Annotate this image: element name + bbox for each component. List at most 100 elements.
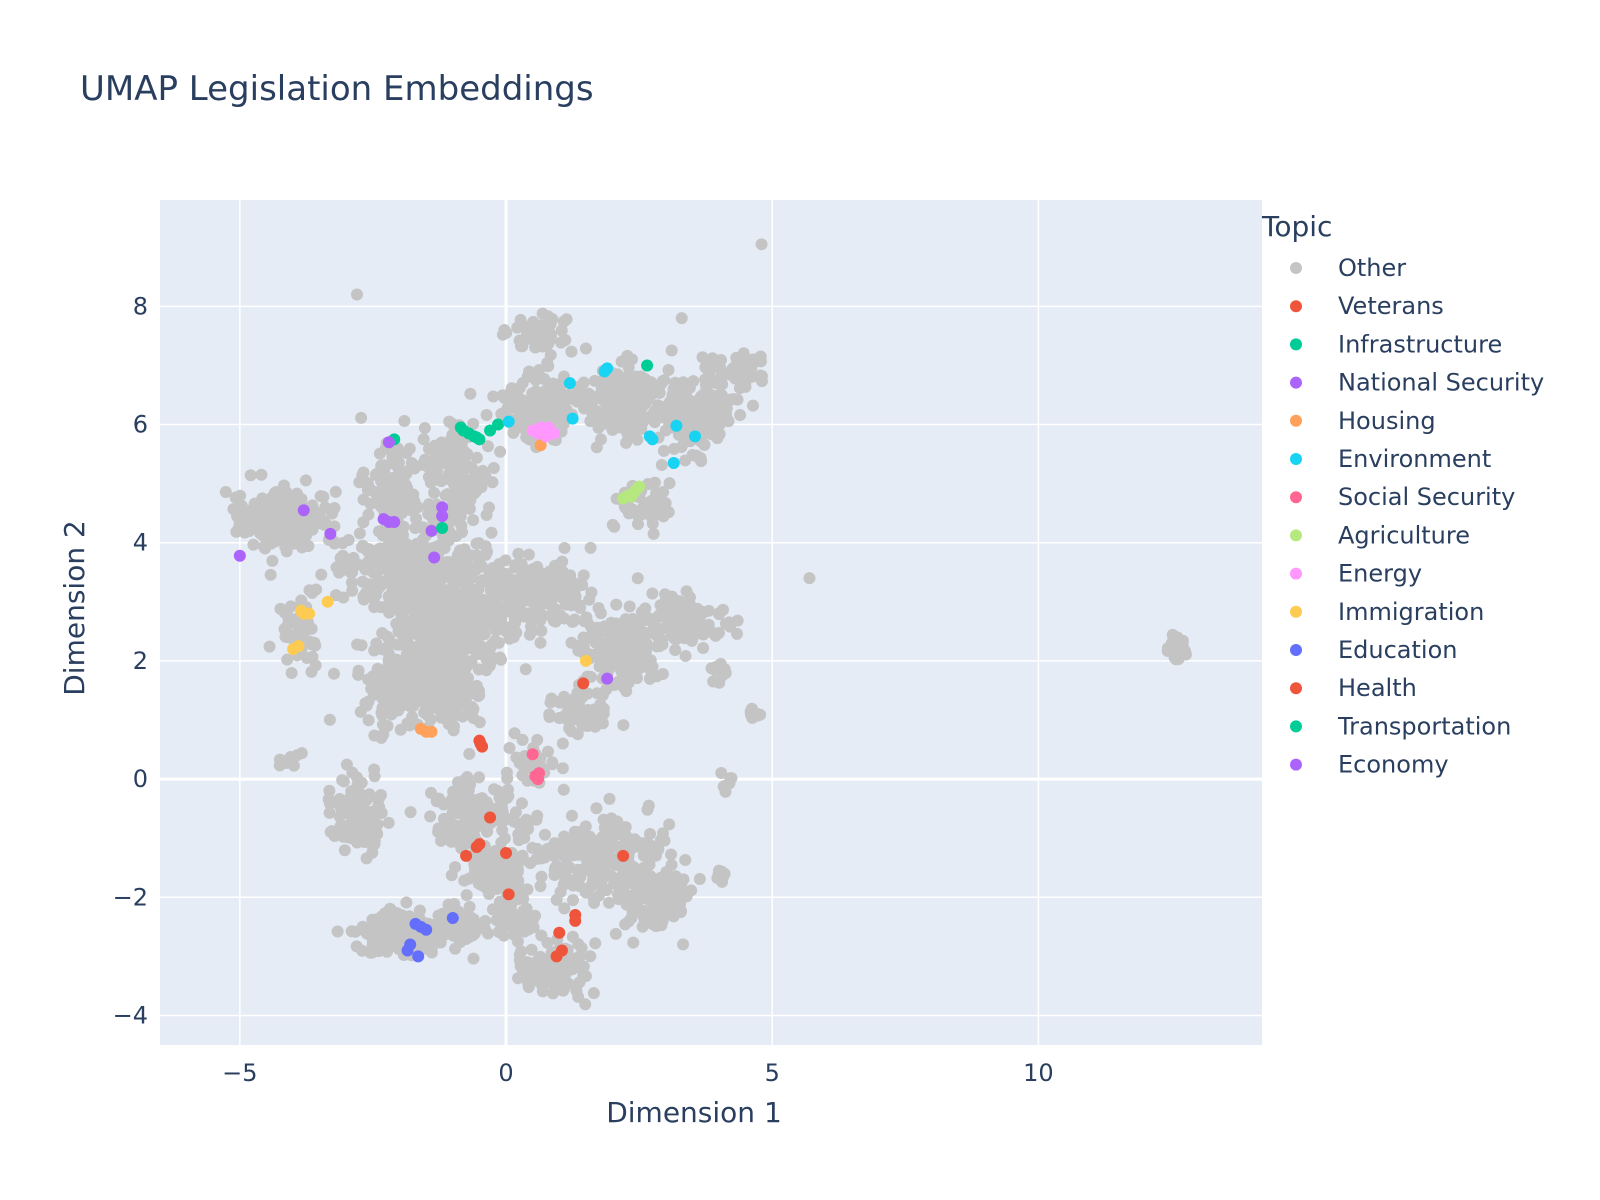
point-environment xyxy=(646,433,659,446)
legend-item-transportation[interactable]: Transportation xyxy=(1290,712,1511,740)
point-other xyxy=(552,400,565,413)
point-other xyxy=(400,636,413,649)
point-other xyxy=(395,694,408,707)
point-other xyxy=(368,729,381,742)
point-other xyxy=(553,383,566,396)
y-tick-label: −2 xyxy=(113,883,148,911)
point-other xyxy=(375,806,388,819)
point-other xyxy=(556,762,569,775)
legend-marker xyxy=(1290,758,1302,771)
point-other xyxy=(755,238,768,251)
point-other xyxy=(577,640,590,653)
point-other xyxy=(468,858,481,871)
legend-item-immigration[interactable]: Immigration xyxy=(1290,598,1484,626)
legend-item-other[interactable]: Other xyxy=(1290,254,1406,282)
point-other xyxy=(455,519,468,532)
y-tick-label: 6 xyxy=(133,411,148,439)
point-other xyxy=(368,826,381,839)
point-other xyxy=(627,936,640,949)
point-other xyxy=(714,388,727,401)
point-other xyxy=(594,698,607,711)
point-other xyxy=(556,737,569,750)
point-other xyxy=(362,695,375,708)
point-other xyxy=(662,363,675,376)
point-other xyxy=(442,658,455,671)
legend-item-environment[interactable]: Environment xyxy=(1290,445,1491,473)
point-other xyxy=(451,806,464,819)
legend-item-education[interactable]: Education xyxy=(1290,636,1457,664)
legend-item-veterans[interactable]: Veterans xyxy=(1290,292,1444,320)
point-other xyxy=(368,763,381,776)
legend-item-infrastructure[interactable]: Infrastructure xyxy=(1290,330,1502,358)
legend-item-housing[interactable]: Housing xyxy=(1290,407,1436,435)
point-other xyxy=(550,893,563,906)
point-other xyxy=(381,630,394,643)
point-other xyxy=(598,854,611,867)
point-infrastructure xyxy=(454,421,467,434)
point-other xyxy=(347,551,360,564)
point-other xyxy=(656,827,669,840)
point-other xyxy=(458,644,471,657)
point-other xyxy=(297,627,310,640)
point-other xyxy=(405,570,418,583)
point-education xyxy=(412,950,425,963)
legend-item-agriculture[interactable]: Agriculture xyxy=(1290,521,1470,549)
point-other xyxy=(368,644,381,657)
point-other xyxy=(429,631,442,644)
point-immigration xyxy=(321,595,334,608)
point-other xyxy=(490,622,503,635)
point-other xyxy=(352,664,365,677)
point-other xyxy=(466,571,479,584)
x-tick-label: 0 xyxy=(498,1059,513,1087)
point-other xyxy=(440,629,453,642)
point-other xyxy=(497,874,510,887)
point-infrastructure xyxy=(470,431,483,444)
legend-item-energy[interactable]: Energy xyxy=(1290,560,1422,588)
legend-item-social-security[interactable]: Social Security xyxy=(1290,483,1515,511)
point-other xyxy=(383,606,396,619)
point-other xyxy=(731,393,744,406)
point-other xyxy=(515,797,528,810)
point-other xyxy=(617,719,630,732)
point-other xyxy=(625,877,638,890)
point-other xyxy=(364,497,377,510)
point-other xyxy=(412,538,425,551)
legend-item-health[interactable]: Health xyxy=(1290,674,1417,702)
point-other xyxy=(494,445,507,458)
point-other xyxy=(494,653,507,666)
point-other xyxy=(693,406,706,419)
legend-marker xyxy=(1290,376,1302,389)
point-other xyxy=(295,594,308,607)
point-other xyxy=(421,708,434,721)
point-other xyxy=(503,742,516,755)
point-other xyxy=(244,469,257,482)
legend-item-economy[interactable]: Economy xyxy=(1290,751,1449,779)
legend[interactable]: Topic Other Veterans Infrastructure Nationa… xyxy=(1261,210,1544,779)
point-other xyxy=(694,390,707,403)
point-other xyxy=(345,576,358,589)
point-other xyxy=(470,549,483,562)
point-other xyxy=(590,802,603,815)
point-other xyxy=(668,401,681,414)
point-other xyxy=(531,733,544,746)
point-other xyxy=(535,335,548,348)
point-other xyxy=(597,707,610,720)
point-other xyxy=(488,783,501,796)
point-other xyxy=(631,572,644,585)
point-other xyxy=(375,664,388,677)
point-other xyxy=(415,692,428,705)
point-other xyxy=(580,860,593,873)
point-environment xyxy=(667,456,680,469)
point-other xyxy=(577,960,590,973)
point-other xyxy=(516,733,529,746)
point-other xyxy=(646,587,659,600)
point-other xyxy=(697,628,710,641)
point-other xyxy=(473,771,486,784)
chart-title: UMAP Legislation Embeddings xyxy=(80,69,594,109)
legend-item-national-security[interactable]: National Security xyxy=(1290,369,1544,397)
point-other xyxy=(509,806,522,819)
point-other xyxy=(454,624,467,637)
point-other xyxy=(541,745,554,758)
point-other xyxy=(539,576,552,589)
data-points xyxy=(219,238,1192,1011)
